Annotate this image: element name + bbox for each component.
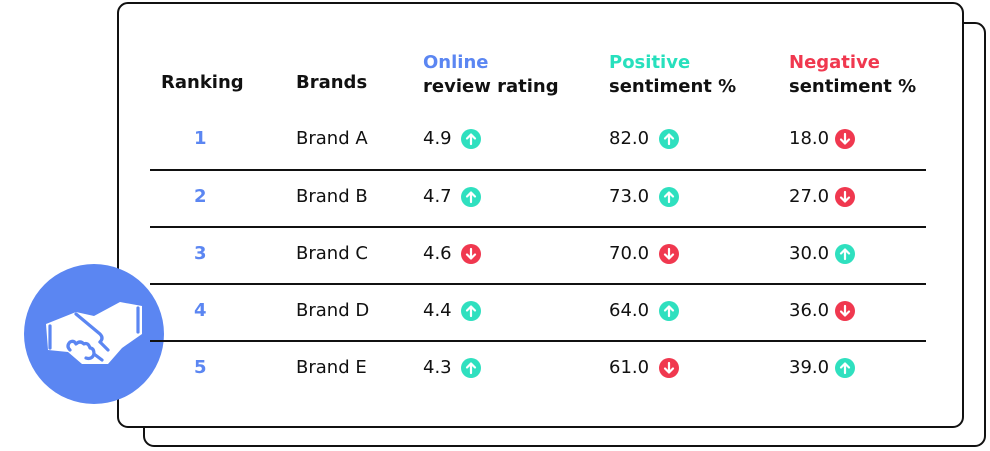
header-negative-line2: sentiment % [789, 76, 917, 97]
handshake-icon [46, 302, 142, 364]
header-rating-line2: review rating [423, 76, 559, 97]
rating-value: 4.9 [423, 128, 452, 149]
row-divider [150, 340, 926, 342]
brand-name: Brand B [296, 186, 368, 207]
ranking-card [117, 2, 964, 428]
negative-value: 30.0 [789, 243, 830, 264]
positive-value: 73.0 [609, 186, 650, 207]
arrow-up-icon [659, 187, 679, 207]
arrow-up-icon [835, 244, 855, 264]
arrow-up-icon [659, 301, 679, 321]
brand-name: Brand E [296, 357, 367, 378]
arrow-down-icon [461, 244, 481, 264]
arrow-down-icon [835, 301, 855, 321]
rank-number: 4 [194, 300, 207, 321]
negative-value: 27.0 [789, 186, 830, 207]
rank-number: 1 [194, 128, 207, 149]
arrow-up-icon [659, 129, 679, 149]
brand-name: Brand C [296, 243, 368, 264]
rank-number: 5 [194, 357, 207, 378]
brand-name: Brand A [296, 128, 368, 149]
rating-value: 4.7 [423, 186, 452, 207]
rating-value: 4.3 [423, 357, 452, 378]
negative-value: 39.0 [789, 357, 830, 378]
row-divider [150, 283, 926, 285]
positive-value: 64.0 [609, 300, 650, 321]
row-divider [150, 169, 926, 171]
header-brands: Brands [296, 72, 368, 93]
positive-value: 61.0 [609, 357, 650, 378]
header-negative-line1: Negative [789, 52, 881, 73]
arrow-up-icon [461, 187, 481, 207]
arrow-down-icon [835, 129, 855, 149]
header-positive-line1: Positive [609, 52, 691, 73]
header-ranking: Ranking [161, 72, 244, 93]
rating-value: 4.4 [423, 300, 452, 321]
negative-value: 36.0 [789, 300, 830, 321]
arrow-up-icon [461, 358, 481, 378]
header-rating-line1: Online [423, 52, 489, 73]
arrow-down-icon [659, 244, 679, 264]
rank-number: 2 [194, 186, 207, 207]
rating-value: 4.6 [423, 243, 452, 264]
arrow-down-icon [835, 187, 855, 207]
arrow-down-icon [659, 358, 679, 378]
arrow-up-icon [461, 129, 481, 149]
positive-value: 82.0 [609, 128, 650, 149]
negative-value: 18.0 [789, 128, 830, 149]
handshake-badge [24, 264, 164, 404]
brand-name: Brand D [296, 300, 370, 321]
arrow-up-icon [835, 358, 855, 378]
arrow-up-icon [461, 301, 481, 321]
positive-value: 70.0 [609, 243, 650, 264]
row-divider [150, 226, 926, 228]
header-positive-line2: sentiment % [609, 76, 737, 97]
rank-number: 3 [194, 243, 207, 264]
